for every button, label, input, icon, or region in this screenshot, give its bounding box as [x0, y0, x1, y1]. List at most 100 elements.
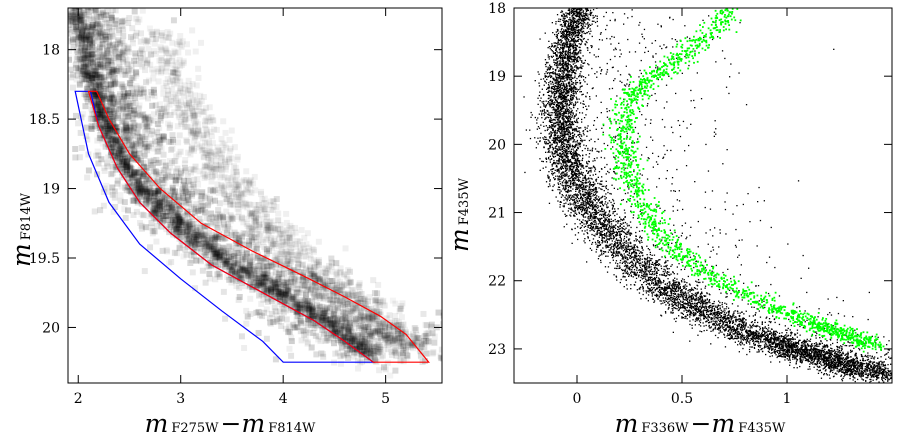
density-point: [354, 305, 361, 312]
density-point: [183, 221, 190, 228]
density-point: [108, 85, 115, 92]
density-point: [161, 180, 168, 187]
density-point: [281, 279, 288, 286]
density-point: [78, 39, 85, 46]
density-point: [210, 248, 217, 255]
density-point: [154, 190, 161, 197]
density-point: [334, 274, 341, 281]
density-point: [113, 137, 120, 144]
density-point: [126, 149, 133, 156]
density-point: [81, 91, 88, 98]
density-point: [123, 118, 130, 125]
density-point: [78, 36, 85, 43]
density-point: [110, 136, 117, 143]
density-point: [277, 316, 284, 323]
density-point: [239, 196, 246, 203]
density-point: [135, 177, 142, 184]
density-point: [174, 174, 181, 181]
density-point: [85, 0, 91, 3]
density-point: [191, 92, 198, 99]
density-point: [233, 277, 240, 284]
density-point: [195, 231, 202, 238]
density-point: [147, 193, 154, 200]
density-point: [140, 160, 147, 167]
density-point: [118, 152, 125, 159]
density-point: [340, 290, 347, 297]
density-point: [189, 225, 196, 232]
density-point: [141, 37, 148, 44]
density-point: [103, 29, 110, 36]
density-point: [255, 215, 262, 222]
density-point: [83, 124, 90, 131]
density-point: [282, 279, 289, 286]
density-point: [368, 330, 375, 337]
density-point: [235, 208, 242, 215]
density-point: [378, 333, 385, 340]
density-point: [184, 222, 191, 229]
density-point: [349, 286, 356, 293]
density-point: [196, 215, 203, 222]
density-point: [307, 305, 314, 312]
density-point: [307, 264, 314, 271]
density-point: [235, 194, 242, 201]
black-point: [645, 278, 647, 281]
density-point: [191, 235, 198, 242]
density-point: [235, 184, 242, 191]
density-point: [351, 292, 358, 299]
density-point: [169, 145, 176, 152]
density-point: [318, 316, 325, 323]
density-point: [313, 277, 320, 284]
density-point: [124, 100, 131, 107]
density-point: [193, 257, 200, 264]
density-point: [414, 335, 421, 342]
density-point: [295, 252, 302, 259]
density-point: [175, 101, 182, 108]
density-point: [159, 203, 166, 210]
density-point: [365, 310, 372, 317]
density-point: [79, 26, 86, 33]
density-point: [180, 193, 187, 200]
density-point: [338, 283, 345, 290]
density-point: [262, 278, 269, 285]
density-point: [173, 205, 180, 212]
density-point: [366, 346, 373, 353]
density-point: [115, 154, 122, 161]
density-point: [425, 338, 432, 345]
density-point: [275, 288, 282, 295]
density-point: [334, 317, 341, 324]
density-point: [463, 336, 469, 342]
density-point: [127, 136, 134, 143]
density-point: [98, 121, 105, 128]
density-point: [236, 248, 243, 255]
density-point: [105, 43, 112, 50]
density-point: [190, 97, 197, 104]
density-point: [248, 276, 255, 283]
density-point: [87, 77, 94, 84]
density-point: [321, 282, 328, 289]
density-point: [167, 208, 174, 215]
density-point: [349, 335, 356, 342]
density-point: [247, 295, 254, 302]
density-point: [320, 295, 327, 302]
density-point: [339, 325, 346, 332]
density-point: [176, 56, 183, 63]
density-point: [161, 168, 168, 175]
density-point: [120, 158, 127, 165]
density-point: [146, 188, 153, 195]
density-point: [337, 305, 344, 312]
density-point: [182, 168, 189, 175]
density-point: [251, 268, 258, 275]
density-point: [271, 257, 278, 264]
black-point: [810, 353, 812, 355]
density-point: [124, 104, 131, 111]
density-point: [399, 350, 406, 357]
density-point: [105, 122, 112, 129]
density-point: [355, 315, 362, 322]
density-point: [72, 19, 79, 26]
density-point: [162, 208, 169, 215]
density-point: [119, 156, 126, 163]
density-point: [271, 283, 278, 290]
density-point: [92, 86, 99, 93]
density-point: [328, 300, 335, 307]
density-point: [134, 19, 141, 26]
